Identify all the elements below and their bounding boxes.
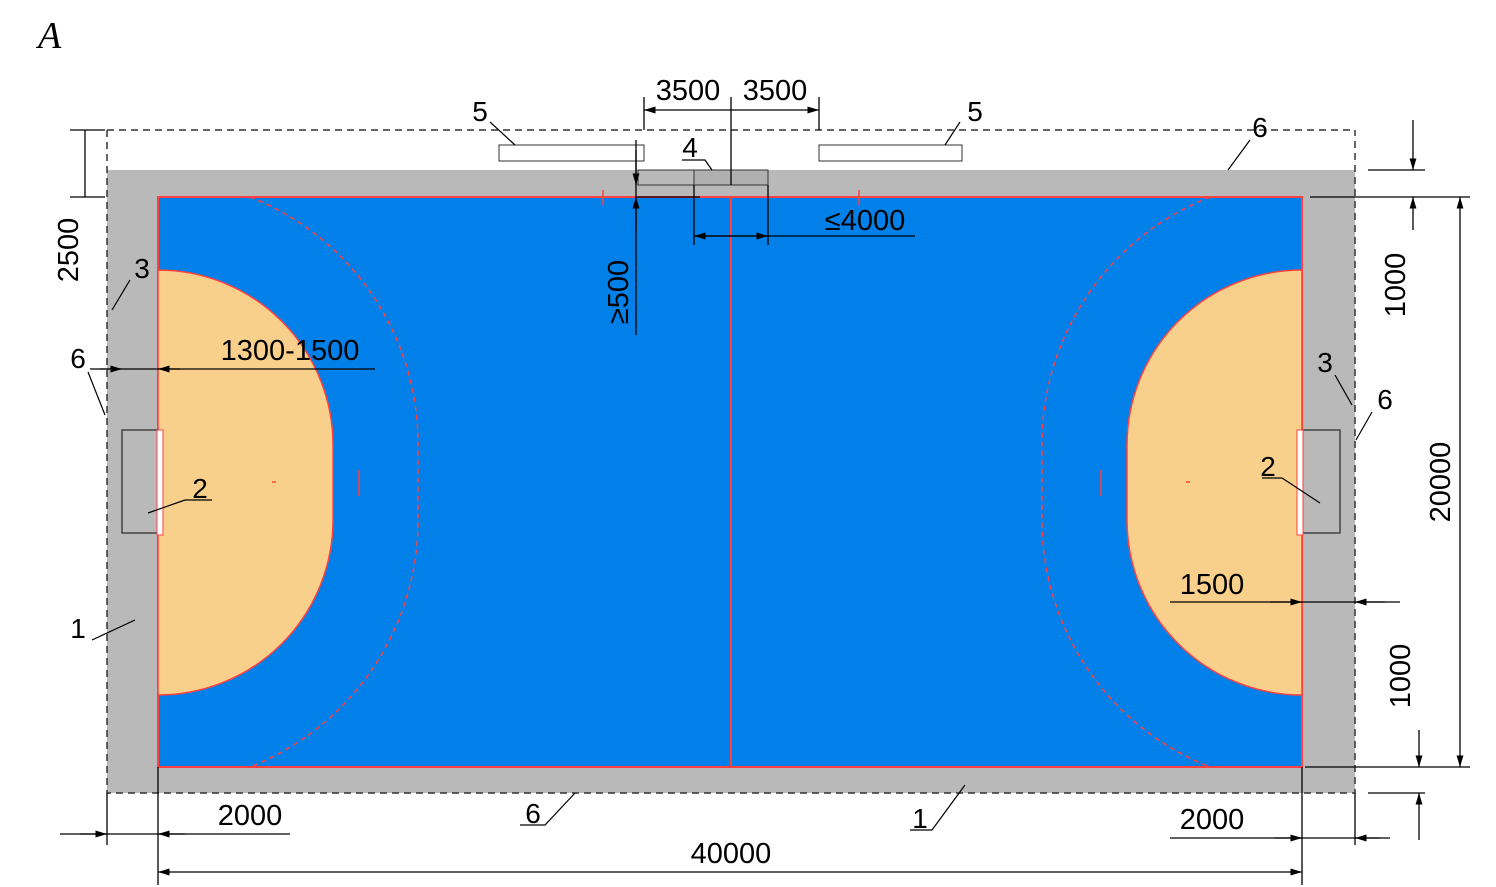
callout: 5 (967, 96, 983, 127)
free-throw-line (249, 196, 419, 768)
dimension-label: ≤4000 (825, 205, 905, 237)
goal (156, 429, 164, 536)
dimension-lines (60, 97, 1470, 885)
dimension-label: 20000 (1425, 442, 1457, 523)
dimension-labels: 3500 3500 ≤4000 ≥500 2500 1300-1500 1000… (53, 75, 1457, 870)
callout: 5 (472, 96, 488, 127)
callout: 2 (192, 473, 208, 504)
callout: 3 (134, 253, 150, 284)
dimension-label: 3500 (656, 75, 721, 107)
goal (1296, 429, 1304, 536)
dimension-label: 2500 (53, 218, 85, 283)
callout: 1 (912, 803, 928, 834)
dimension-label: 1000 (1380, 253, 1412, 318)
dimension-label: ≥500 (603, 260, 635, 324)
dimension-label: 2000 (218, 800, 283, 832)
callout: 3 (1317, 347, 1333, 378)
callout: 6 (525, 798, 541, 829)
goal-area (157, 269, 334, 696)
dimension-label: 3500 (743, 75, 808, 107)
callout: 1 (70, 613, 86, 644)
dimension-label: 1500 (1180, 569, 1245, 601)
callout: 6 (70, 343, 86, 374)
callout: 6 (1377, 384, 1393, 415)
callout: 4 (682, 132, 698, 163)
free-throw-line (1041, 196, 1211, 768)
callout: 2 (1260, 451, 1276, 482)
callouts: 5 5 6 4 3 6 2 1 6 1 3 6 2 (70, 96, 1393, 834)
dimension-label: 1300-1500 (221, 335, 360, 367)
dimension-label: 40000 (691, 838, 772, 870)
goal-area (1126, 269, 1303, 696)
dimension-label: 1000 (1385, 644, 1417, 709)
court-marks (272, 190, 1190, 496)
callout: 6 (1252, 112, 1268, 143)
bench (818, 144, 963, 162)
bench (498, 144, 645, 162)
dimension-label: 2000 (1180, 804, 1245, 836)
panel-label: A (35, 15, 62, 57)
